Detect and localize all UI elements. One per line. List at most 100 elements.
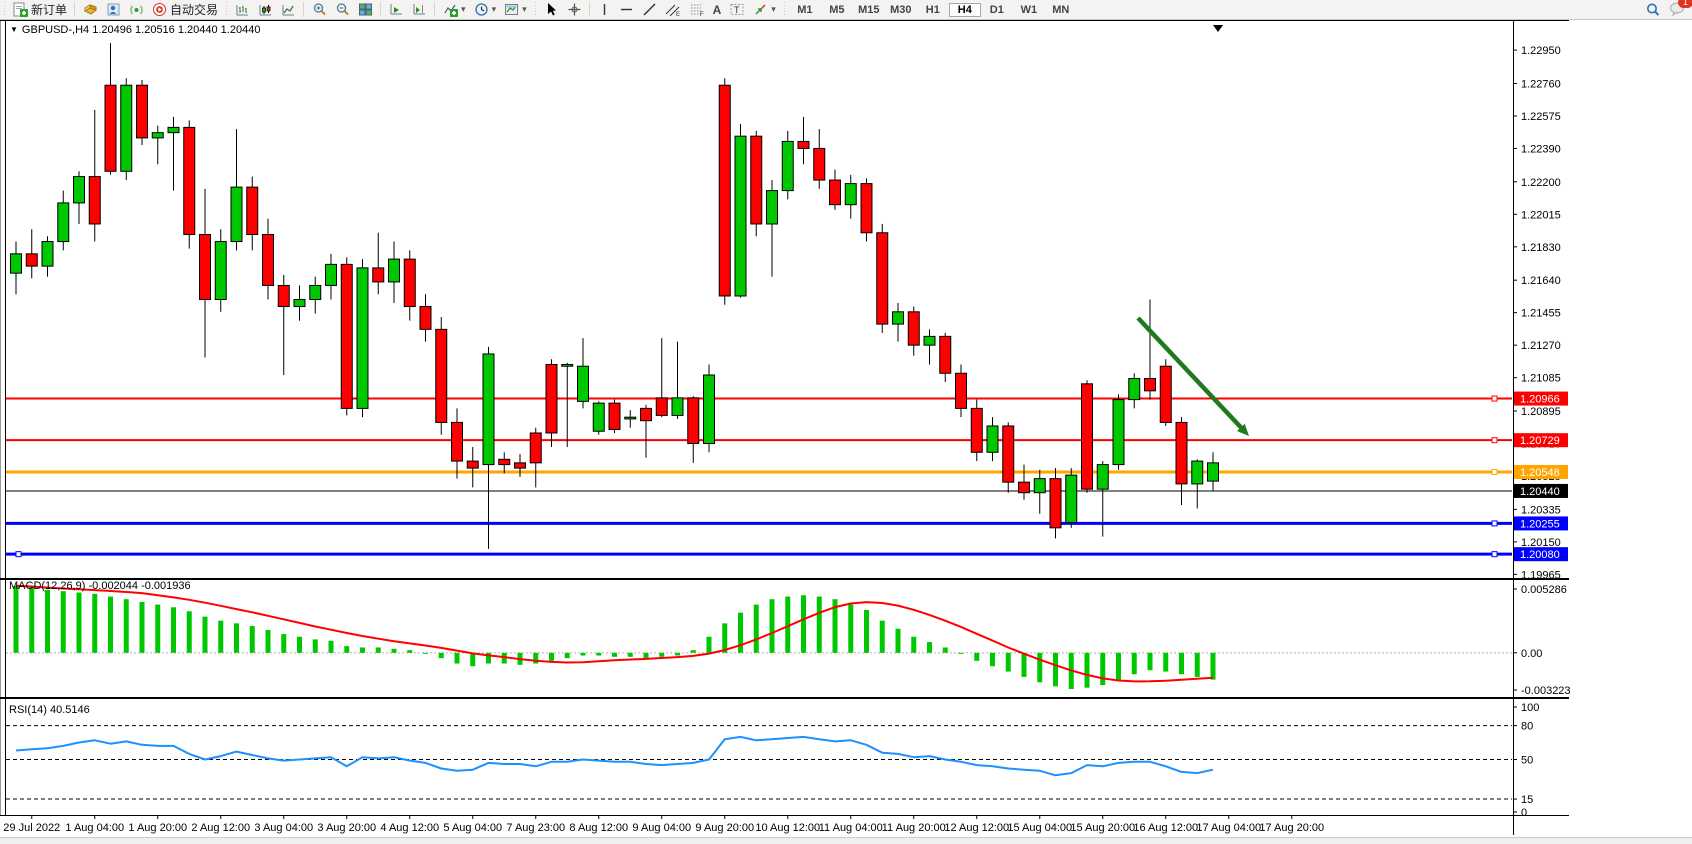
shapes-button[interactable]: ▾ [749, 1, 780, 18]
trendline-button[interactable] [638, 1, 661, 18]
candle-body [466, 460, 479, 469]
timeframe-h1[interactable]: H1 [925, 3, 940, 16]
macd-bar [76, 592, 82, 653]
tile-windows-button[interactable] [354, 1, 377, 18]
line-chart-button[interactable] [277, 1, 300, 18]
bar-chart-button[interactable] [231, 1, 254, 18]
macd-rsi-separator[interactable] [0, 697, 1569, 699]
time-axis[interactable]: 29 Jul 2022 1 Aug 04:00 1 Aug 20:00 2 Aug 1… [3, 815, 1324, 834]
price-axis[interactable]: 1.22950 1.22760 1.22575 1.22390 1.22200 1.220… [1513, 45, 1571, 819]
candle-body [88, 176, 101, 225]
macd-bar [1116, 652, 1121, 680]
candle-body [340, 263, 353, 409]
macd-bar [612, 652, 617, 657]
new-order-button[interactable]: 新订单 [9, 1, 71, 18]
label-button[interactable]: T [725, 1, 749, 18]
horizontal-line-button[interactable] [615, 1, 638, 18]
notifications-button[interactable]: 1 [1669, 0, 1692, 19]
timeframe-h4[interactable]: H4 [948, 2, 981, 17]
timeframe-m15[interactable]: M15 [858, 3, 880, 16]
hline-handle[interactable] [1491, 468, 1498, 475]
price-tick-label: 1.20150 [1521, 537, 1561, 549]
vertical-line-button[interactable] [594, 1, 615, 18]
autotrade-button[interactable]: 自动交易 [148, 1, 222, 18]
cursor-icon [544, 2, 559, 17]
chart-window[interactable]: 1.22950 1.22760 1.22575 1.22390 1.22200 1.220… [0, 20, 1692, 844]
timeframe-m30[interactable]: M30 [890, 3, 912, 16]
chart-canvas[interactable]: 1.22950 1.22760 1.22575 1.22390 1.22200 1.220… [0, 20, 1692, 843]
hline-handle[interactable] [1491, 551, 1498, 558]
time-tick-label: 9 Aug 04:00 [632, 822, 691, 834]
price-badge [1514, 391, 1568, 406]
search-icon[interactable] [1645, 2, 1661, 18]
timeframe-mn[interactable]: MN [1052, 3, 1070, 16]
chart-header-collapse-icon[interactable]: ▼ [10, 25, 18, 34]
crosshair-icon [567, 2, 582, 17]
auto-scroll-button[interactable] [385, 1, 408, 18]
fibonacci-button[interactable]: F [685, 1, 709, 18]
signal-icon [129, 2, 144, 17]
hline-handle[interactable] [15, 551, 22, 558]
hline-handle[interactable] [1491, 395, 1498, 402]
profile-button[interactable] [102, 1, 125, 18]
timeframe-d1[interactable]: D1 [989, 3, 1004, 16]
candlestick-chart-button[interactable] [254, 1, 277, 18]
macd-bar [108, 596, 113, 653]
trend-arrow[interactable] [1136, 316, 1244, 431]
hline-handle[interactable] [1491, 437, 1498, 444]
cursor-button[interactable] [540, 1, 563, 18]
toolbar-grip [781, 2, 787, 17]
candle-body [514, 462, 526, 469]
macd-bar [753, 604, 759, 653]
candle-body [277, 284, 290, 308]
candle-body [955, 372, 967, 409]
price-badge-label: 1.20440 [1520, 486, 1560, 498]
periods-button[interactable]: ▾ [470, 1, 501, 18]
candlestick-chart-icon [258, 2, 273, 17]
shift-marker[interactable] [1213, 25, 1223, 32]
candle-body [718, 84, 731, 297]
equidistant-channel-button[interactable]: E [661, 1, 685, 18]
macd-bar [1131, 652, 1137, 675]
autotrade-icon [152, 2, 167, 17]
main-macd-separator[interactable] [0, 578, 1569, 580]
zoom-in-button[interactable] [308, 1, 331, 18]
text-button[interactable]: A [709, 1, 726, 18]
chart-shift-button[interactable] [408, 1, 431, 18]
candle-body [640, 407, 652, 422]
time-tick-label: 1 Aug 20:00 [128, 822, 187, 834]
profile-icon [106, 2, 121, 17]
indicators-button[interactable]: ▾ [439, 1, 470, 18]
candle-body [703, 374, 715, 445]
dropdown-caret: ▾ [461, 4, 466, 14]
fibonacci-icon: F [689, 2, 705, 18]
timeframe-m5[interactable]: M5 [829, 3, 845, 16]
macd-bar [1100, 652, 1106, 685]
hline-handle[interactable] [1491, 520, 1498, 527]
time-tick-label: 3 Aug 04:00 [254, 822, 313, 834]
candle-body [734, 135, 747, 297]
zoom-out-icon [335, 2, 350, 17]
time-tick-label: 4 Aug 12:00 [380, 822, 439, 834]
toolbar: 新订单 自动交易 [0, 0, 1692, 20]
macd-bar [1005, 652, 1011, 672]
macd-bar [60, 591, 66, 653]
signal-button[interactable] [125, 1, 148, 18]
candle-body [419, 306, 432, 330]
macd-bar [391, 648, 397, 653]
macd-bar [879, 620, 885, 653]
candle-body [655, 397, 668, 416]
timeframe-m1[interactable]: M1 [797, 3, 813, 16]
zoom-out-button[interactable] [331, 1, 354, 18]
market-watch-button[interactable] [79, 1, 102, 18]
crosshair-button[interactable] [563, 1, 586, 18]
macd-bar [501, 652, 507, 664]
macd-bar [45, 589, 50, 653]
macd-bar [974, 652, 980, 661]
price-tick-label: 1.19965 [1521, 569, 1561, 581]
macd-bar [29, 587, 35, 653]
timeframe-w1[interactable]: W1 [1020, 3, 1038, 16]
candle-body [451, 421, 463, 462]
time-tick-label: 11 Aug 20:00 [882, 822, 946, 834]
templates-button[interactable]: ▾ [500, 1, 531, 18]
